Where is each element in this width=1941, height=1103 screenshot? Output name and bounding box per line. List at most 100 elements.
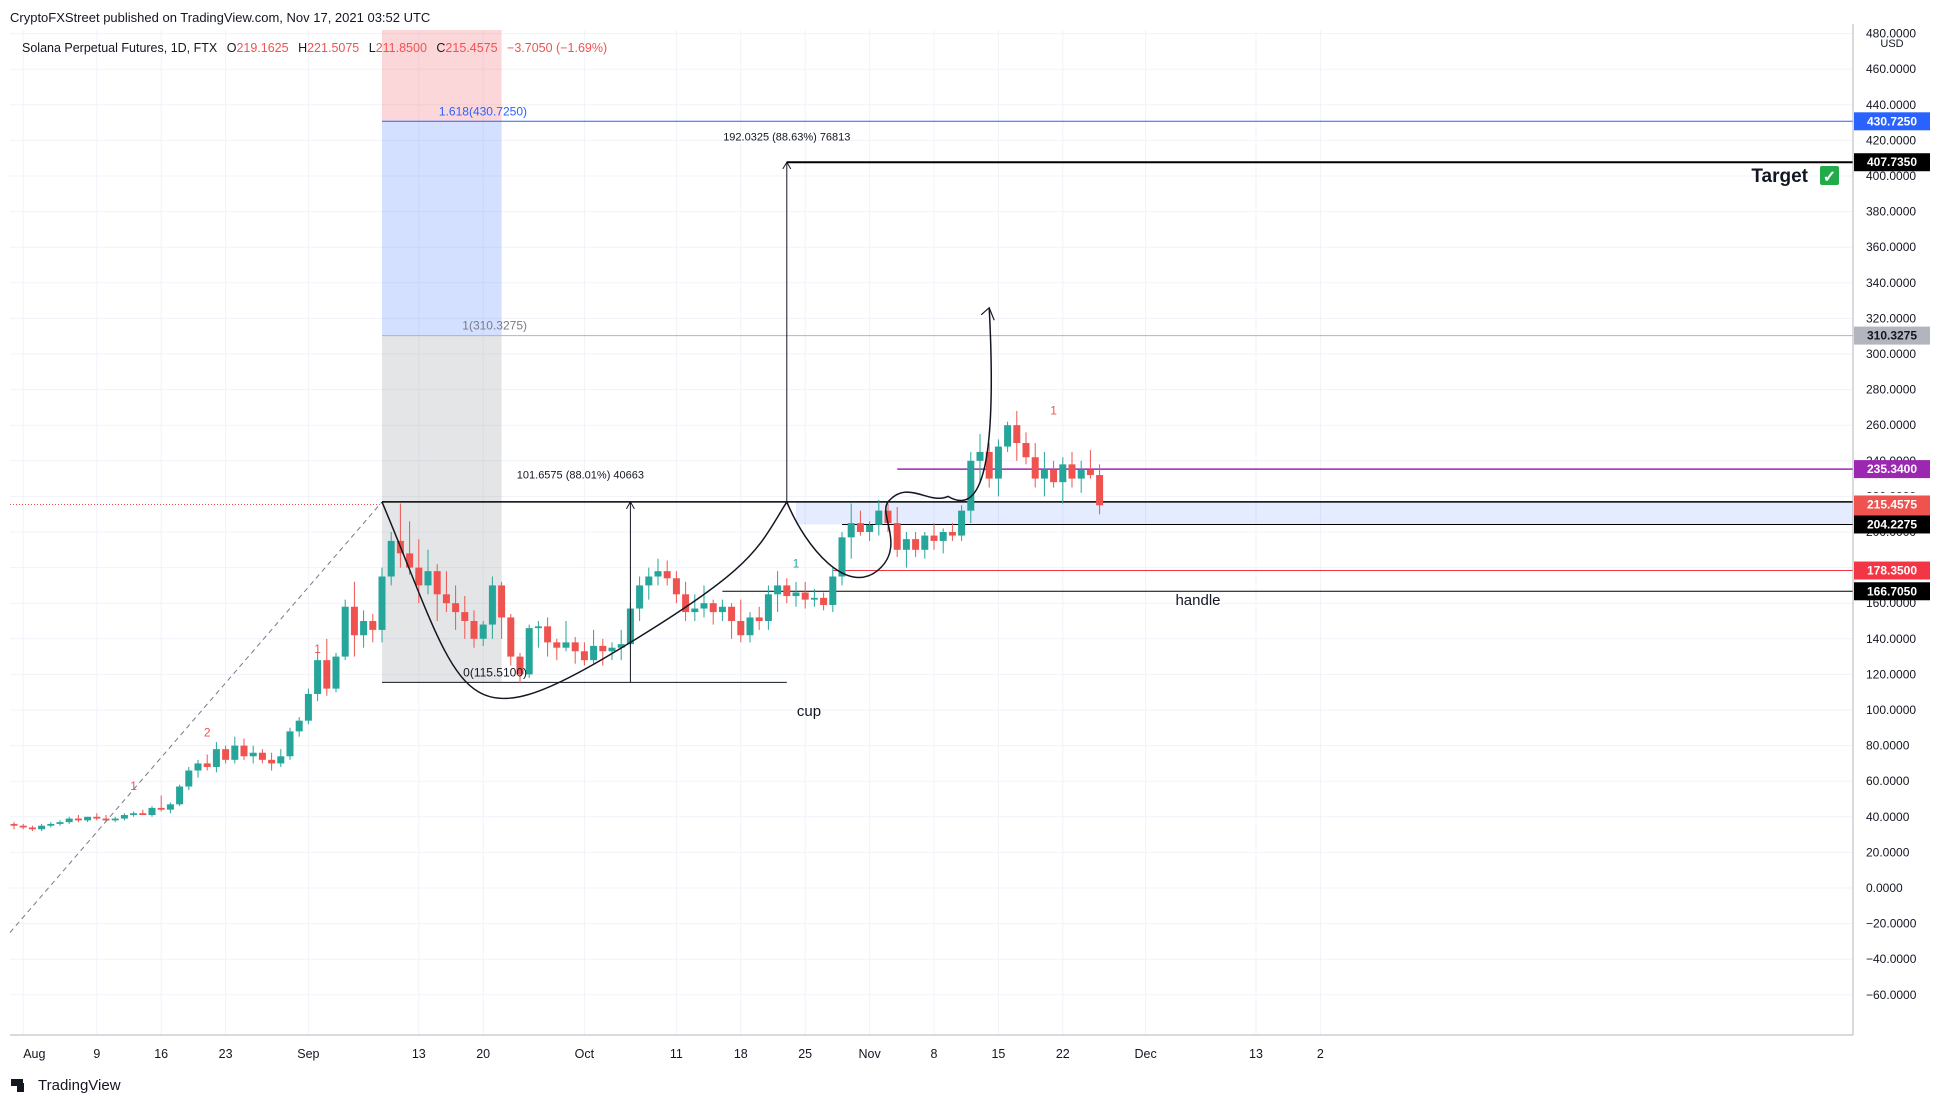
td-count-label: 1 <box>793 557 800 571</box>
price-label[interactable]: 204.2275 <box>1854 515 1930 534</box>
support-band <box>796 501 1853 525</box>
candle-body <box>295 720 303 732</box>
fib-zones <box>382 30 1853 683</box>
x-tick-label: 22 <box>1056 1047 1070 1061</box>
candle-body <box>534 626 542 629</box>
fib-zone-blue <box>382 121 502 336</box>
candle-body <box>774 585 782 595</box>
price-label[interactable]: 166.7050 <box>1854 582 1930 601</box>
price-label[interactable]: 215.4575 <box>1854 495 1930 514</box>
candle-body <box>433 571 441 595</box>
y-tick-label: 340.0000 <box>1866 276 1916 290</box>
candle-body <box>56 822 64 824</box>
candle-body <box>378 576 386 630</box>
cup-curve <box>381 501 788 700</box>
candle-body <box>571 642 579 652</box>
x-tick-label: 16 <box>154 1047 168 1061</box>
candle-body <box>958 510 966 536</box>
fib-label-0: 0(115.5100) <box>463 665 527 679</box>
y-tick-label: 140.0000 <box>1866 632 1916 646</box>
x-tick-label: Nov <box>858 1047 881 1061</box>
price-label-text: 204.2275 <box>1867 517 1917 531</box>
x-tick-label: 9 <box>93 1047 100 1061</box>
candle-body <box>829 576 837 605</box>
candle-body <box>498 585 506 618</box>
candle-body <box>387 540 395 577</box>
y-tick-label: 80.0000 <box>1866 739 1910 753</box>
y-tick-label: −40.0000 <box>1866 952 1917 966</box>
y-tick-label: −20.0000 <box>1866 917 1917 931</box>
x-tick-label: 8 <box>931 1047 938 1061</box>
candle-body <box>902 539 910 550</box>
price-label[interactable]: 235.3400 <box>1854 460 1930 479</box>
y-tick-label: 100.0000 <box>1866 703 1916 717</box>
tradingview-logo[interactable]: TradingView <box>11 1077 121 1094</box>
price-label-bg <box>1854 112 1930 131</box>
x-tick-label: 23 <box>219 1047 233 1061</box>
candle-body <box>249 752 257 757</box>
candle-body <box>820 597 828 605</box>
candle-body <box>74 818 82 821</box>
x-tick-label: 13 <box>412 1047 426 1061</box>
candle-body <box>608 647 616 652</box>
candle-body <box>1031 457 1039 479</box>
candle-body <box>222 749 230 760</box>
price-label-text: 310.3275 <box>1867 329 1917 343</box>
measure-label-cup: 101.6575 (88.01%) 40663 <box>517 470 644 482</box>
low-label: L <box>369 41 376 55</box>
x-tick-label: 18 <box>734 1047 748 1061</box>
td-count-label: 1 <box>130 779 137 793</box>
candle-body <box>580 651 588 661</box>
candle-body <box>185 770 193 787</box>
candle-body <box>488 585 496 625</box>
candle-body <box>1086 469 1094 476</box>
y-tick-label: 300.0000 <box>1866 347 1916 361</box>
candle-body <box>139 813 147 816</box>
candle-body <box>875 510 883 525</box>
y-axis[interactable]: 480.0000 460.0000 440.0000 420.0000 400.0000… <box>1852 24 1930 1035</box>
candle-body <box>691 608 699 613</box>
price-label-bg <box>1854 561 1930 580</box>
candle-body <box>728 606 736 621</box>
price-label[interactable]: 310.3275 <box>1854 326 1930 345</box>
candle-body <box>258 752 266 760</box>
candle-body <box>1077 469 1085 479</box>
candle-body <box>332 656 340 689</box>
currency-label: USD <box>1880 38 1903 50</box>
x-tick-label: 25 <box>798 1047 812 1061</box>
x-tick-label: Sep <box>297 1047 319 1061</box>
symbol-name: Solana Perpetual Futures, 1D, FTX <box>22 41 218 55</box>
published-by-text: CryptoFXStreet published on TradingView.… <box>10 10 430 25</box>
candle-body <box>663 571 671 579</box>
price-label[interactable]: 430.7250 <box>1854 112 1930 131</box>
price-label-bg <box>1854 326 1930 345</box>
y-tick-label: 60.0000 <box>1866 774 1910 788</box>
candle-body <box>406 553 414 568</box>
candle-body <box>1068 464 1076 479</box>
close-value: 215.4575 <box>445 41 497 55</box>
y-tick-label: 420.0000 <box>1866 133 1916 147</box>
candle-body <box>38 825 46 830</box>
price-label[interactable]: 178.3500 <box>1854 561 1930 580</box>
candle-body <box>967 460 975 511</box>
candle-body <box>212 749 220 767</box>
candle-body <box>1022 443 1030 458</box>
fib-zone-red <box>382 30 502 122</box>
high-label: H <box>298 41 307 55</box>
candle-body <box>599 645 607 652</box>
candle-body <box>102 818 110 821</box>
x-tick-label: 11 <box>670 1047 683 1061</box>
checkmark-glyph: ✓ <box>1823 169 1836 186</box>
price-label[interactable]: 407.7350 <box>1854 153 1930 172</box>
tradingview-logo-icon-dot <box>17 1083 24 1092</box>
candle-body <box>304 693 312 721</box>
candle-body <box>10 823 18 826</box>
price-label-text: 178.3500 <box>1867 564 1917 578</box>
candle-body <box>507 617 515 657</box>
chart-annotations: 1.618(430.7250) 1(310.3275) 0(115.5100) 192… <box>130 104 1839 793</box>
candle-body <box>590 645 598 661</box>
x-axis[interactable]: Aug 9 16 23 Sep 13 20 Oct 11 18 25 Nov 8 15 22 Dec 13 2 <box>10 1034 1853 1061</box>
price-label-bg <box>1854 153 1930 172</box>
x-tick-label: 15 <box>991 1047 1005 1061</box>
